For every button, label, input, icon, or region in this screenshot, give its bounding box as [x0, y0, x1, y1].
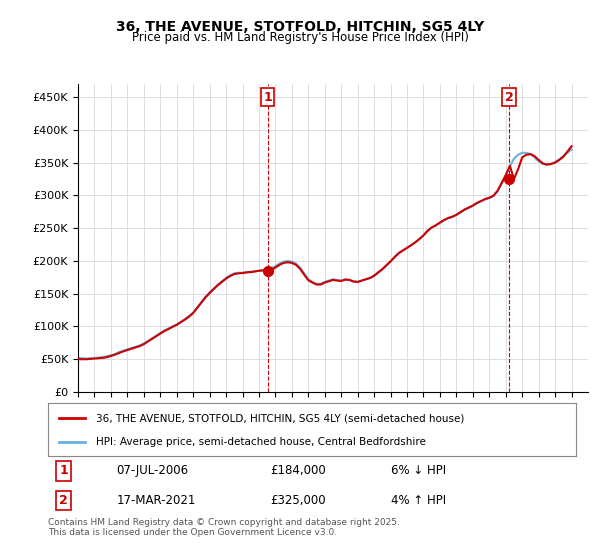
Text: 36, THE AVENUE, STOTFOLD, HITCHIN, SG5 4LY (semi-detached house): 36, THE AVENUE, STOTFOLD, HITCHIN, SG5 4…: [95, 413, 464, 423]
Text: 36, THE AVENUE, STOTFOLD, HITCHIN, SG5 4LY: 36, THE AVENUE, STOTFOLD, HITCHIN, SG5 4…: [116, 20, 484, 34]
Text: 07-JUL-2006: 07-JUL-2006: [116, 464, 189, 478]
Text: 17-MAR-2021: 17-MAR-2021: [116, 494, 196, 507]
Text: HPI: Average price, semi-detached house, Central Bedfordshire: HPI: Average price, semi-detached house,…: [95, 436, 425, 446]
Text: Contains HM Land Registry data © Crown copyright and database right 2025.
This d: Contains HM Land Registry data © Crown c…: [48, 518, 400, 538]
Text: 1: 1: [263, 91, 272, 104]
Text: Price paid vs. HM Land Registry's House Price Index (HPI): Price paid vs. HM Land Registry's House …: [131, 31, 469, 44]
Text: 2: 2: [505, 91, 514, 104]
Text: £184,000: £184,000: [270, 464, 326, 478]
Text: £325,000: £325,000: [270, 494, 325, 507]
Text: 1: 1: [59, 464, 68, 478]
Text: 2: 2: [59, 494, 68, 507]
Text: 6% ↓ HPI: 6% ↓ HPI: [391, 464, 446, 478]
Text: 4% ↑ HPI: 4% ↑ HPI: [391, 494, 446, 507]
